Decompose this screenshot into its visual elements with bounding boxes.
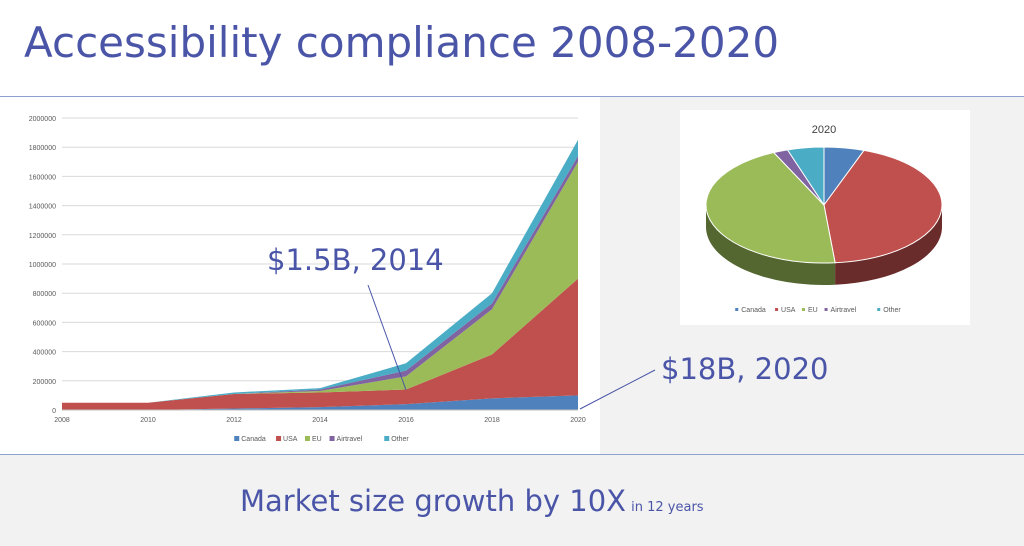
pie-legend-swatch-eu — [801, 308, 805, 311]
y-tick-label: 1400000 — [29, 204, 56, 211]
pie-legend-label-other: Other — [883, 307, 901, 314]
y-tick-label: 200000 — [33, 379, 56, 386]
footer-band — [0, 455, 1024, 546]
pie-legend-swatch-airtravel — [824, 308, 828, 311]
callout-2014: $1.5B, 2014 — [267, 243, 444, 277]
legend-label-eu: EU — [312, 436, 322, 443]
area-chart: 0 200000 400000 600000 800000 1000000 1200000 1… — [0, 97, 600, 454]
top-divider — [0, 96, 1024, 97]
x-tick-label: 2016 — [398, 417, 414, 424]
y-tick-label: 800000 — [33, 291, 56, 298]
pie-legend-label-airtravel: Airtravel — [831, 307, 857, 314]
x-tick-label: 2020 — [570, 417, 586, 424]
legend-swatch-eu — [304, 436, 310, 441]
y-tick-label: 1200000 — [29, 233, 56, 240]
footer-main: Market size growth by 10X — [240, 484, 627, 518]
pie-chart-svg: 2020 Canada USA EU Airtravel Other — [705, 124, 943, 314]
area-series-airtravel — [62, 155, 578, 403]
area-series-canada — [62, 395, 578, 410]
legend-label-other: Other — [391, 436, 409, 443]
pie-slice-other — [786, 146, 825, 207]
pie-slice-usa — [823, 149, 943, 264]
x-tick-label: 2014 — [312, 417, 328, 424]
pie-legend-swatch-canada — [735, 308, 739, 311]
slide-title: Accessibility compliance 2008-2020 — [24, 18, 780, 67]
legend-swatch-usa — [276, 436, 282, 441]
footer-sub: in 12 years — [631, 500, 704, 515]
pie-slice-eu — [705, 151, 836, 264]
y-tick-label: 2000000 — [29, 116, 56, 123]
y-tick-label: 0 — [52, 408, 56, 415]
y-tick-label: 600000 — [33, 320, 56, 327]
y-tick-label: 1000000 — [29, 262, 56, 269]
pie-title: 2020 — [812, 124, 836, 136]
area-series-usa — [62, 278, 578, 410]
legend-label-canada: Canada — [241, 436, 266, 443]
pie-chart: 2020 Canada USA EU Airtravel Other — [680, 110, 970, 325]
x-tick-label: 2010 — [140, 417, 156, 424]
y-tick-label: 400000 — [33, 350, 56, 357]
title-band: Accessibility compliance 2008-2020 — [0, 0, 1024, 96]
pie-legend-label-canada: Canada — [741, 307, 766, 314]
legend-label-usa: USA — [283, 436, 298, 443]
pie-legend-swatch-other — [877, 308, 881, 311]
x-tick-label: 2012 — [226, 417, 242, 424]
footer-text: Market size growth by 10X in 12 years — [240, 484, 704, 518]
callout-2020: $18B, 2020 — [661, 352, 829, 386]
legend-swatch-canada — [234, 436, 240, 441]
bottom-divider — [0, 454, 1024, 455]
pie-side-eu — [706, 205, 836, 285]
legend-swatch-airtravel — [329, 436, 335, 441]
legend-label-airtravel: Airtravel — [337, 436, 363, 443]
pie-legend-label-usa: USA — [781, 307, 796, 314]
area-chart-svg: 0 200000 400000 600000 800000 1000000 1200000 1… — [29, 116, 586, 443]
x-tick-label: 2018 — [484, 417, 500, 424]
pie-legend-label-eu: EU — [808, 307, 818, 314]
pie-side-usa — [835, 205, 942, 285]
pie-legend-swatch-usa — [775, 308, 779, 311]
x-tick-label: 2008 — [54, 417, 70, 424]
y-tick-label: 1800000 — [29, 145, 56, 152]
legend-swatch-other — [384, 436, 390, 441]
y-tick-label: 1600000 — [29, 174, 56, 181]
